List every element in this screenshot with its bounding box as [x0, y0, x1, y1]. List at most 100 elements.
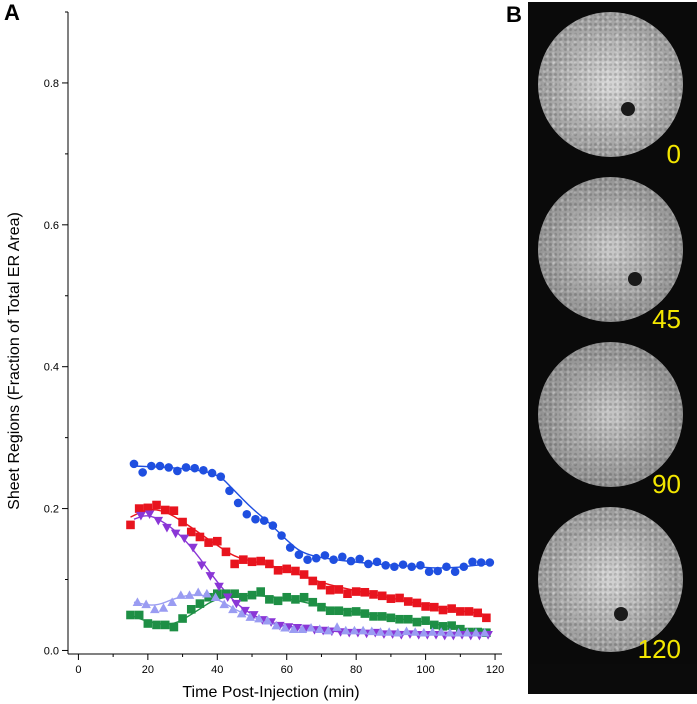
data-point-series-1 [442, 562, 451, 572]
y-tick-label: 0.2 [44, 504, 59, 516]
data-point-series-2 [429, 602, 439, 612]
data-point-series-1 [381, 561, 390, 570]
data-point-series-3 [386, 613, 396, 623]
data-point-series-4 [196, 561, 207, 571]
data-point-series-1 [303, 555, 312, 564]
data-point-series-3 [239, 592, 248, 602]
data-point-series-2 [247, 557, 257, 567]
data-point-series-5 [349, 625, 360, 635]
data-point-series-2 [360, 587, 370, 597]
data-point-series-2 [377, 591, 387, 601]
data-point-series-2 [152, 500, 161, 510]
data-point-series-2 [265, 559, 274, 569]
data-point-series-5 [288, 624, 299, 633]
micrograph-dark-spot [621, 102, 635, 116]
data-point-series-3 [256, 587, 265, 596]
data-point-series-5 [176, 590, 186, 599]
data-point-series-5 [401, 626, 412, 636]
data-point-series-1 [433, 566, 443, 576]
micrograph-disk [538, 177, 683, 322]
micrograph-time-label: 45 [652, 304, 681, 334]
data-point-series-2 [221, 547, 231, 557]
data-point-series-1 [155, 461, 165, 471]
data-point-series-4 [240, 606, 250, 616]
data-point-series-3 [178, 614, 187, 623]
data-point-series-1 [390, 562, 399, 572]
data-point-series-4 [292, 623, 302, 633]
data-point-series-5 [306, 622, 316, 632]
y-tick-label: 0.4 [44, 362, 59, 374]
data-point-series-1 [190, 463, 200, 473]
data-point-series-2 [143, 503, 153, 513]
data-point-series-2 [299, 570, 309, 579]
data-point-series-1 [476, 558, 486, 567]
y-tick-label: 0.8 [44, 78, 59, 90]
data-point-series-2 [308, 576, 318, 586]
micrograph-frame: 0 [528, 2, 697, 169]
data-point-series-1 [225, 486, 234, 496]
data-point-series-5 [271, 620, 282, 630]
micrograph-disk [538, 12, 683, 157]
micrograph-dark-spot [614, 607, 628, 621]
data-point-series-5 [228, 604, 238, 614]
data-point-series-4 [248, 611, 259, 620]
data-point-series-3 [395, 614, 404, 624]
data-point-series-2 [126, 520, 135, 530]
data-point-series-1 [407, 562, 417, 572]
data-point-series-3 [421, 616, 430, 625]
x-tick-label: 100 [416, 664, 434, 676]
data-point-series-5 [340, 625, 351, 635]
data-point-series-4 [214, 582, 224, 592]
data-point-series-1 [364, 559, 373, 569]
data-point-series-5 [132, 597, 143, 607]
data-point-series-5 [479, 627, 490, 637]
data-point-series-2 [273, 565, 283, 575]
data-point-series-1 [285, 543, 295, 552]
data-point-series-3 [247, 590, 257, 600]
data-point-series-1 [398, 560, 408, 569]
sheet-regions-chart: 0 20 40 60 80 100 120 0.0 0.2 0.4 0.6 0.8 Time Post… [6, 11, 504, 701]
data-point-series-1 [216, 472, 226, 481]
data-point-series-5 [367, 626, 377, 636]
data-point-series-2 [456, 607, 465, 616]
data-point-series-3 [429, 620, 439, 630]
data-point-series-2 [282, 564, 292, 574]
micrograph-strip: 0 45 90 120 [528, 2, 697, 694]
data-point-series-2 [169, 506, 179, 516]
panel-b-label: B [506, 2, 522, 27]
x-tick-label: 40 [211, 664, 223, 676]
data-point-series-5 [453, 627, 464, 637]
data-point-series-2 [351, 587, 361, 596]
data-point-series-5 [393, 627, 403, 637]
data-point-series-3 [325, 606, 335, 616]
data-point-series-4 [153, 516, 164, 526]
micrograph-frame: 45 [528, 167, 697, 334]
data-point-series-5 [427, 627, 438, 636]
data-point-series-5 [445, 627, 455, 637]
x-tick-label: 60 [281, 664, 293, 676]
data-point-series-2 [386, 594, 396, 603]
data-point-series-5 [332, 622, 342, 631]
data-point-series-2 [412, 598, 422, 608]
data-point-series-3 [369, 612, 378, 621]
data-point-series-1 [242, 509, 252, 519]
x-axis-title: Time Post-Injection (min) [182, 684, 359, 701]
data-point-series-2 [438, 605, 448, 615]
data-point-series-3 [343, 607, 352, 617]
data-point-series-4 [179, 534, 190, 544]
data-points [126, 459, 495, 641]
x-tick-label: 20 [142, 664, 154, 676]
data-point-series-3 [456, 624, 465, 634]
axes: 0 20 40 60 80 100 120 0.0 0.2 0.4 0.6 0.8 [44, 11, 504, 676]
data-point-series-5 [245, 612, 256, 621]
data-point-series-5 [150, 604, 160, 614]
y-tick-label: 0.0 [44, 645, 59, 657]
data-point-series-4 [222, 593, 233, 603]
data-point-series-2 [334, 585, 344, 594]
data-point-series-3 [360, 609, 370, 618]
data-point-series-1 [259, 516, 269, 525]
data-point-series-2 [369, 590, 378, 599]
data-point-series-3 [351, 607, 361, 616]
data-point-series-5 [202, 588, 212, 598]
data-point-series-3 [265, 595, 274, 604]
